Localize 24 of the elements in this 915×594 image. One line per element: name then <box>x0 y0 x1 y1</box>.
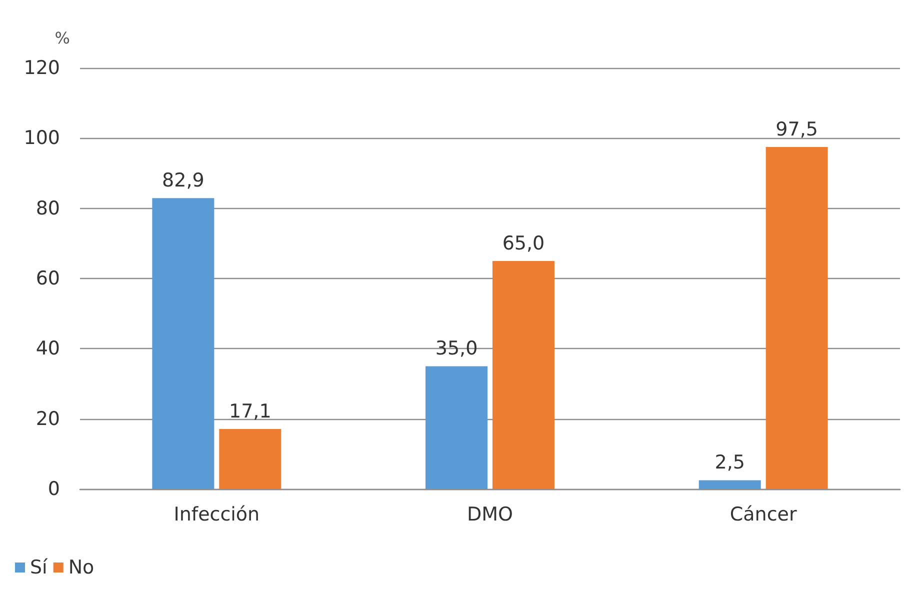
legend-label: Sí <box>30 556 48 578</box>
x-tick-label: DMO <box>467 504 513 526</box>
y-tick-label: 0 <box>48 478 60 500</box>
bar <box>698 480 761 489</box>
y-tick-label: 60 <box>36 268 60 290</box>
data-label: 2,5 <box>714 452 745 474</box>
x-tick-label: Infección <box>174 504 260 526</box>
data-label: 17,1 <box>228 400 272 423</box>
data-label: 65,0 <box>502 232 545 254</box>
y-tick-label: 40 <box>36 338 60 360</box>
legend-label: No <box>68 556 94 578</box>
bar <box>152 198 214 489</box>
y-axis-title: % <box>54 28 70 48</box>
y-tick-label: 100 <box>24 127 60 150</box>
y-tick-label: 80 <box>36 197 60 220</box>
bar <box>219 429 282 489</box>
bar <box>766 146 828 489</box>
bar <box>426 366 488 489</box>
y-tick-label: 20 <box>36 408 60 430</box>
data-label: 82,9 <box>162 170 204 192</box>
data-label: 97,5 <box>776 118 818 140</box>
y-tick-label: 120 <box>24 57 60 79</box>
x-tick-label: Cáncer <box>730 504 797 526</box>
bar <box>492 260 554 489</box>
